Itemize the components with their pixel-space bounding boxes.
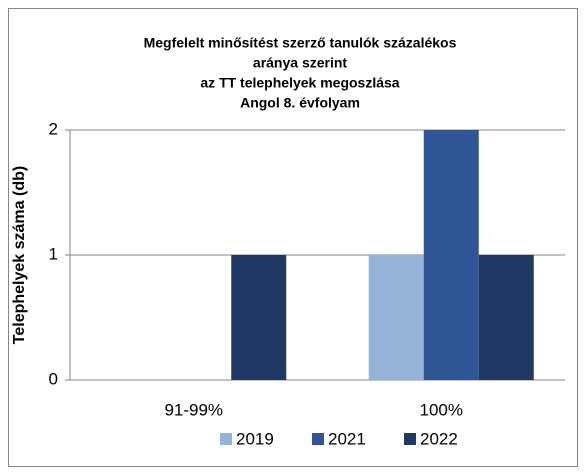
chart-title: az TT telephelyek megoszlása: [200, 75, 399, 91]
chart-title: aránya szerint: [253, 55, 347, 71]
y-tick-label: 1: [49, 244, 58, 263]
bar: [423, 130, 479, 380]
chart-border: [8, 8, 578, 467]
bar: [478, 255, 534, 380]
x-tick-label: 91-99%: [164, 400, 223, 419]
y-tick-label: 0: [49, 369, 58, 388]
legend-swatch: [404, 433, 416, 445]
bar: [231, 255, 287, 380]
legend-label: 2019: [236, 429, 274, 448]
chart-title: Megfelelt minősítést szerző tanulók száz…: [144, 35, 457, 51]
legend-label: 2021: [328, 429, 366, 448]
x-tick-label: 100%: [420, 400, 463, 419]
legend-swatch: [220, 433, 232, 445]
bar: [368, 255, 424, 380]
y-tick-label: 2: [49, 119, 58, 138]
legend-swatch: [312, 433, 324, 445]
chart-title: Angol 8. évfolyam: [240, 95, 360, 111]
y-axis-label: Telephelyek száma (db): [11, 166, 28, 344]
legend-label: 2022: [420, 429, 458, 448]
